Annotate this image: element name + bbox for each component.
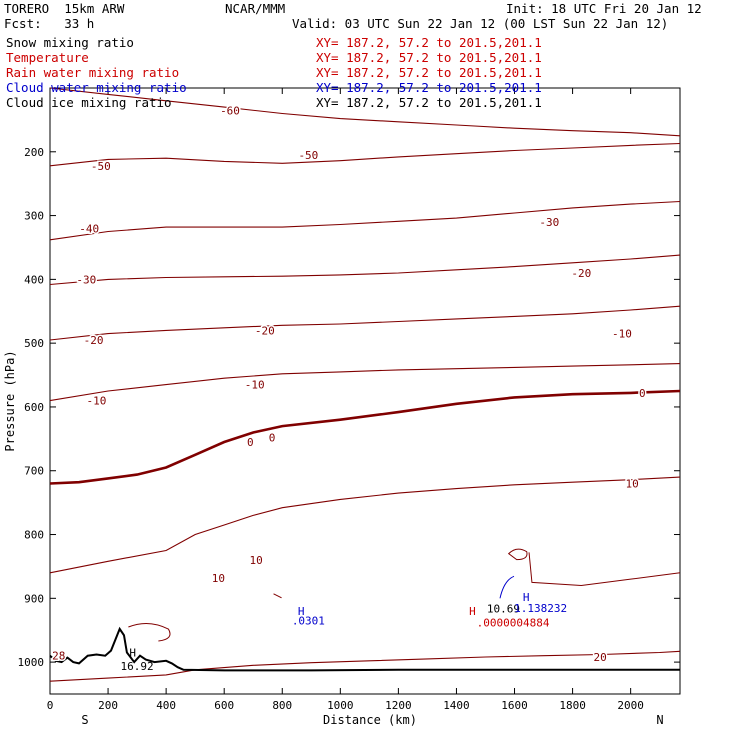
contour-10-east-branch xyxy=(528,552,681,587)
contour-label: -30 xyxy=(539,216,559,229)
contour-local-peak xyxy=(128,623,171,642)
x-tick-label: 1000 xyxy=(327,699,354,712)
x-tick-label: 1400 xyxy=(443,699,470,712)
forecast-hour: Fcst: 33 h xyxy=(4,16,95,31)
temperature-contours xyxy=(49,87,681,682)
contour-label: 20 xyxy=(594,651,607,664)
contour-line-minus50 xyxy=(49,142,681,167)
contour-label: -20 xyxy=(255,324,275,337)
contour-label: -60 xyxy=(220,104,240,117)
contour-label: -20 xyxy=(571,267,591,280)
y-axis-title: Pressure (hPa) xyxy=(3,350,17,451)
contour-label: 0 xyxy=(269,432,276,445)
y-tick-label: 500 xyxy=(24,337,44,350)
contour-label: -20 xyxy=(84,334,104,347)
contour-line-minus10 xyxy=(49,363,681,402)
contour-line-0 xyxy=(49,389,681,485)
contour-label: 0 xyxy=(247,436,254,449)
contour-line-minus20 xyxy=(49,305,681,341)
extrema-label: .0000004884 xyxy=(477,617,550,630)
extrema-label: 10.69 xyxy=(487,603,520,616)
y-tick-label: 700 xyxy=(24,465,44,478)
north-label: N xyxy=(656,713,663,727)
contour-label: 28 xyxy=(52,650,65,663)
contour-label: -50 xyxy=(91,160,111,173)
x-tick-label: 1800 xyxy=(559,699,586,712)
y-tick-label: 800 xyxy=(24,529,44,542)
x-tick-label: 1600 xyxy=(501,699,528,712)
contour-labels: -60 -50 -50 -40 -30 -30 -20 -20 -20 -10 -10 -10 0 0 0 1… xyxy=(51,103,647,666)
contour-label: -40 xyxy=(79,222,99,235)
legend-temperature-label: Temperature xyxy=(6,50,89,65)
x-tick-label: 400 xyxy=(156,699,176,712)
contour-label: -10 xyxy=(87,395,107,408)
y-tick-label: 300 xyxy=(24,210,44,223)
south-label: S xyxy=(81,713,88,727)
x-axis-title: Distance (km) xyxy=(323,713,417,727)
legend-rain-xy: XY= 187.2, 57.2 to 201.5,201.1 xyxy=(316,65,542,80)
extrema-label: H xyxy=(129,647,136,660)
contour-line-20 xyxy=(49,650,681,682)
legend-cloud-ice-label: Cloud ice mixing ratio xyxy=(6,95,172,110)
legend-snow-label: Snow mixing ratio xyxy=(6,35,134,50)
y-tick-label: 600 xyxy=(24,401,44,414)
contour-label: -10 xyxy=(612,328,632,341)
init-time: Init: 18 UTC Fri 20 Jan 12 xyxy=(506,1,702,16)
extrema-label: H xyxy=(523,591,530,604)
legend-cloud-ice-xy: XY= 187.2, 57.2 to 201.5,201.1 xyxy=(316,95,542,110)
axes: 0 200 400 600 800 1000 1200 1400 1600 1800 2000200… xyxy=(3,88,680,727)
legend-cloud-water-label: Cloud water mixing ratio xyxy=(6,80,187,95)
cloud-water-contour xyxy=(499,575,515,599)
x-tick-label: 2000 xyxy=(617,699,644,712)
terrain-profile xyxy=(49,626,680,672)
contour-label: 10 xyxy=(625,477,638,490)
contour-label: 0 xyxy=(639,387,646,400)
legend-temperature-xy: XY= 187.2, 57.2 to 201.5,201.1 xyxy=(316,50,542,65)
extrema-label: H xyxy=(469,605,476,618)
x-tick-label: 800 xyxy=(272,699,292,712)
x-tick-label: 1200 xyxy=(385,699,412,712)
org-label: NCAR/MMM xyxy=(225,1,286,16)
contour-label: 10 xyxy=(212,572,225,585)
y-tick-label: 200 xyxy=(24,146,44,159)
model-title: TORERO 15km ARW xyxy=(4,1,125,16)
extrema-label: 1.138232 xyxy=(514,602,567,615)
y-tick-label: 900 xyxy=(24,592,44,605)
x-tick-label: 0 xyxy=(47,699,54,712)
extrema-label: H xyxy=(298,605,305,618)
contour-label: -10 xyxy=(245,379,265,392)
contour-label: 10 xyxy=(250,554,263,567)
contour-line-minus40 xyxy=(49,200,681,241)
misc-features xyxy=(128,548,681,642)
legend-cloud-water-xy: XY= 187.2, 57.2 to 201.5,201.1 xyxy=(316,80,542,95)
extrema-label: .0301 xyxy=(292,615,325,628)
legend-snow-xy: XY= 187.2, 57.2 to 201.5,201.1 xyxy=(316,35,542,50)
legend-rain-label: Rain water mixing ratio xyxy=(6,65,180,80)
contour-line-10 xyxy=(49,476,681,574)
x-tick-label: 600 xyxy=(214,699,234,712)
extrema-label: 16.92 xyxy=(121,660,154,673)
y-tick-label: 1000 xyxy=(18,656,45,669)
contour-closed-east xyxy=(507,548,528,561)
terrain-line xyxy=(49,626,680,672)
y-tick-label: 400 xyxy=(24,273,44,286)
contour-label: -50 xyxy=(298,149,318,162)
contour-speck xyxy=(273,593,282,599)
contour-line-minus60 xyxy=(49,87,681,137)
contour-label: -30 xyxy=(76,273,96,286)
x-tick-label: 200 xyxy=(98,699,118,712)
contour-line-minus30 xyxy=(49,254,681,286)
valid-time: Valid: 03 UTC Sun 22 Jan 12 (00 LST Sun … xyxy=(292,16,669,31)
